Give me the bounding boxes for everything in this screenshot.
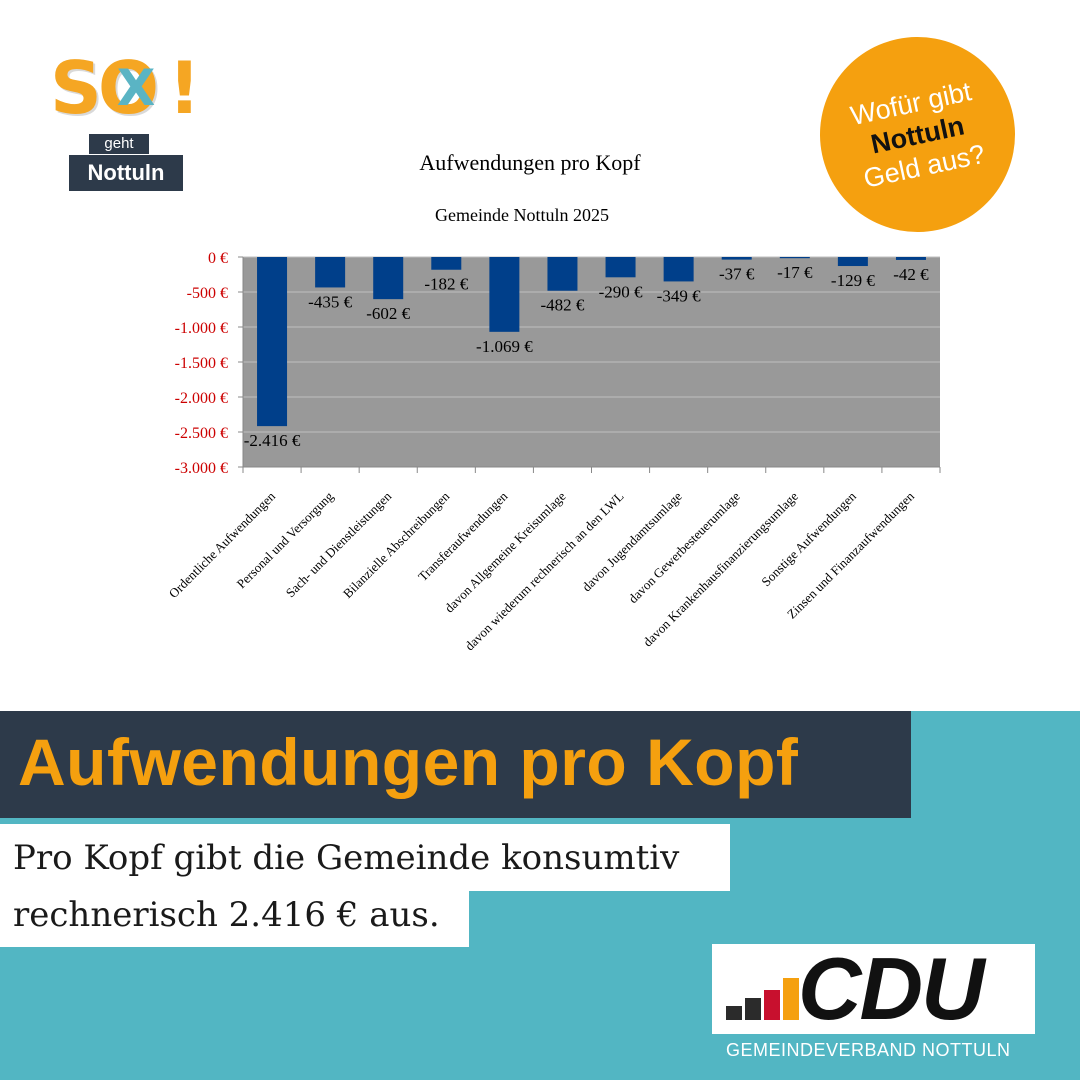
y-tick-label: 0 € [208,250,228,267]
cdu-wordmark: CDU [798,939,985,1038]
x-category-label: davon Allgemeine Kreisumlage [442,488,569,615]
cdu-subtitle: GEMEINDEVERBAND NOTTULN [726,1040,1011,1060]
body-text-line-2: rechnerisch 2.416 € aus. [13,895,440,935]
body-text-line-1: Pro Kopf gibt die Gemeinde konsumtiv [13,838,680,878]
logo-x-mark: X [116,59,156,117]
bar [547,257,578,291]
data-label: -602 € [366,304,410,323]
data-label: -42 € [893,265,929,284]
x-category-label: davon Jugendamtsumlage [579,488,685,594]
data-label: -349 € [657,286,701,305]
bar [837,257,868,267]
y-tick-label: -2.000 € [175,390,228,407]
logo-geht-label: geht [89,134,149,154]
y-tick-label: -1.000 € [175,320,228,337]
data-label: -182 € [424,275,468,294]
bar [431,257,462,270]
x-category-label: Sach- und Dienstleistungen [283,488,395,600]
x-category-label: Personal und Versorgung [234,488,337,591]
bar [489,257,520,332]
bar [257,257,288,427]
data-label: -290 € [599,282,643,301]
x-category-label: davon Gewerbesteuerumlage [625,488,743,606]
data-label: -17 € [777,263,813,282]
data-label: -1.069 € [476,337,533,356]
bar [605,257,636,278]
logo-so-text: SO [50,46,159,130]
data-label: -37 € [719,265,755,284]
y-tick-label: -500 € [187,285,228,302]
body-text-box-1 [0,824,730,891]
data-label: -482 € [540,296,584,315]
bar-chart: 0 € -500 € -1.000 € -1.500 € -2.000 € -2.500 … [166,250,941,653]
x-category-label: Sonstige Aufwendungen [758,488,859,589]
bar [779,257,810,259]
cdu-logo-box [712,944,1035,1034]
logo-town-label: Nottuln [69,155,183,191]
headline: Aufwendungen pro Kopf [18,725,799,799]
x-category-label: Bilanzielle Abschreibungen [340,488,453,601]
chart-title: Aufwendungen pro Kopf [419,150,641,175]
cdu-stairs-icon [726,978,799,1020]
x-category-label: Zinsen und Finanzaufwendungen [784,488,917,621]
y-tick-label: -3.000 € [175,460,228,477]
chart-subtitle: Gemeinde Nottuln 2025 [435,205,609,225]
y-tick-label: -2.500 € [175,425,228,442]
bar [721,257,752,260]
body-text-box-2 [0,891,469,947]
y-tick-label: -1.500 € [175,355,228,372]
data-label: -435 € [308,292,352,311]
x-category-label: Ordentliche Aufwendungen [166,488,279,601]
bar [315,257,346,288]
bar [895,257,926,260]
bar [373,257,404,300]
bar [663,257,694,282]
so-geht-nottuln-logo: SO X ! geht Nottuln [50,52,220,197]
headline-box [0,711,911,818]
logo-exclamation: ! [168,46,201,130]
data-label: -129 € [831,271,875,290]
data-label: -2.416 € [244,431,301,450]
